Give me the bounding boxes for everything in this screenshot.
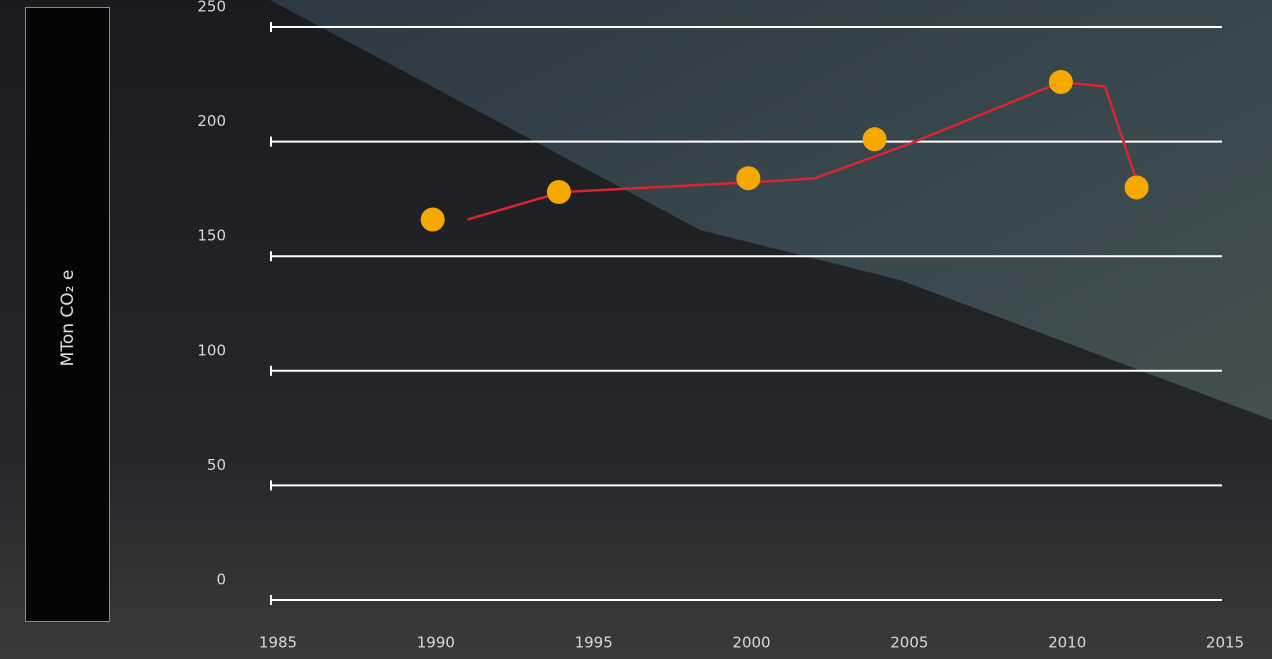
- data-point: [421, 208, 445, 232]
- data-point: [736, 166, 760, 190]
- y-tick-label: 100: [197, 341, 226, 359]
- y-tick-label: 0: [216, 571, 226, 589]
- data-point: [547, 180, 571, 204]
- data-point: [863, 127, 887, 151]
- y-tick-label: 150: [197, 227, 226, 245]
- y-tick-label: 50: [207, 456, 226, 474]
- x-tick-label: 1995: [575, 634, 613, 652]
- chart: MTon CO₂ e 0 50 100 150 200 250 1985 1990 1995 20…: [0, 0, 1272, 659]
- x-tick-label: 1985: [259, 634, 297, 652]
- x-tick-label: 2005: [890, 634, 928, 652]
- y-axis-label: MTon CO₂ e: [58, 270, 78, 367]
- data-point: [1125, 175, 1149, 199]
- page: MTon CO₂ e 0 50 100 150 200 250 1985 1990 1995 20…: [0, 0, 1272, 659]
- x-tick-label: 2000: [732, 634, 770, 652]
- x-tick-label: 2015: [1206, 634, 1244, 652]
- data-point: [1049, 70, 1073, 94]
- x-tick-label: 2010: [1048, 634, 1086, 652]
- y-tick-label: 250: [197, 0, 226, 16]
- y-tick-label: 200: [197, 112, 226, 130]
- x-tick-label: 1990: [417, 634, 455, 652]
